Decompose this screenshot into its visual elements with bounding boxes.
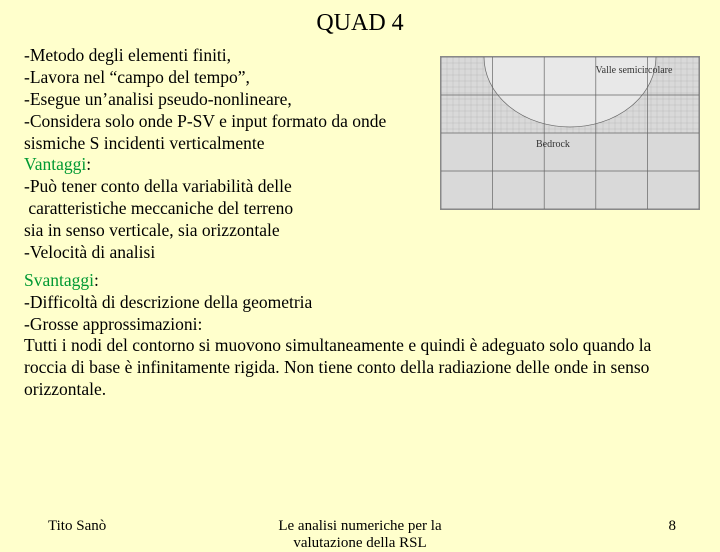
footer-title: Le analisi numeriche per la valutazione …	[0, 518, 720, 552]
intro-line: -Lavora nel “campo del tempo”,	[24, 67, 444, 89]
vantaggi-heading: Vantaggi:	[24, 154, 444, 176]
intro-line: -Esegue un’analisi pseudo-nonlineare,	[24, 89, 444, 111]
vantaggi-line: -Può tener conto della variabilità delle	[24, 176, 444, 198]
section-intro-vantaggi: -Metodo degli elementi finiti, -Lavora n…	[24, 45, 444, 264]
svg-text:Bedrock: Bedrock	[536, 139, 570, 150]
vantaggi-line: caratteristiche meccaniche del terreno	[24, 198, 444, 220]
svantaggi-label: Svantaggi	[24, 270, 94, 290]
footer-page-number: 8	[669, 518, 677, 535]
svantaggi-line: -Grosse approssimazioni:	[24, 314, 684, 336]
intro-line: -Metodo degli elementi finiti,	[24, 45, 444, 67]
slide-title: QUAD 4	[0, 0, 720, 45]
vantaggi-label: Vantaggi	[24, 154, 86, 174]
svantaggi-line: -Difficoltà di descrizione della geometr…	[24, 292, 684, 314]
svg-text:Valle semicircolare: Valle semicircolare	[596, 65, 673, 76]
vantaggi-line: sia in senso verticale, sia orizzontale	[24, 220, 444, 242]
mesh-diagram: Valle semicircolare Bedrock	[440, 56, 700, 210]
svantaggi-heading: Svantaggi:	[24, 270, 684, 292]
footer-center-l1: Le analisi numeriche per la	[278, 518, 441, 534]
section-svantaggi: Svantaggi: -Difficoltà di descrizione de…	[24, 270, 684, 401]
svantaggi-line: Tutti i nodi del contorno si muovono sim…	[24, 335, 684, 401]
footer-center-l2: valutazione della RSL	[293, 535, 426, 551]
intro-line: -Considera solo onde P-SV e input format…	[24, 111, 444, 155]
vantaggi-line: -Velocità di analisi	[24, 242, 444, 264]
